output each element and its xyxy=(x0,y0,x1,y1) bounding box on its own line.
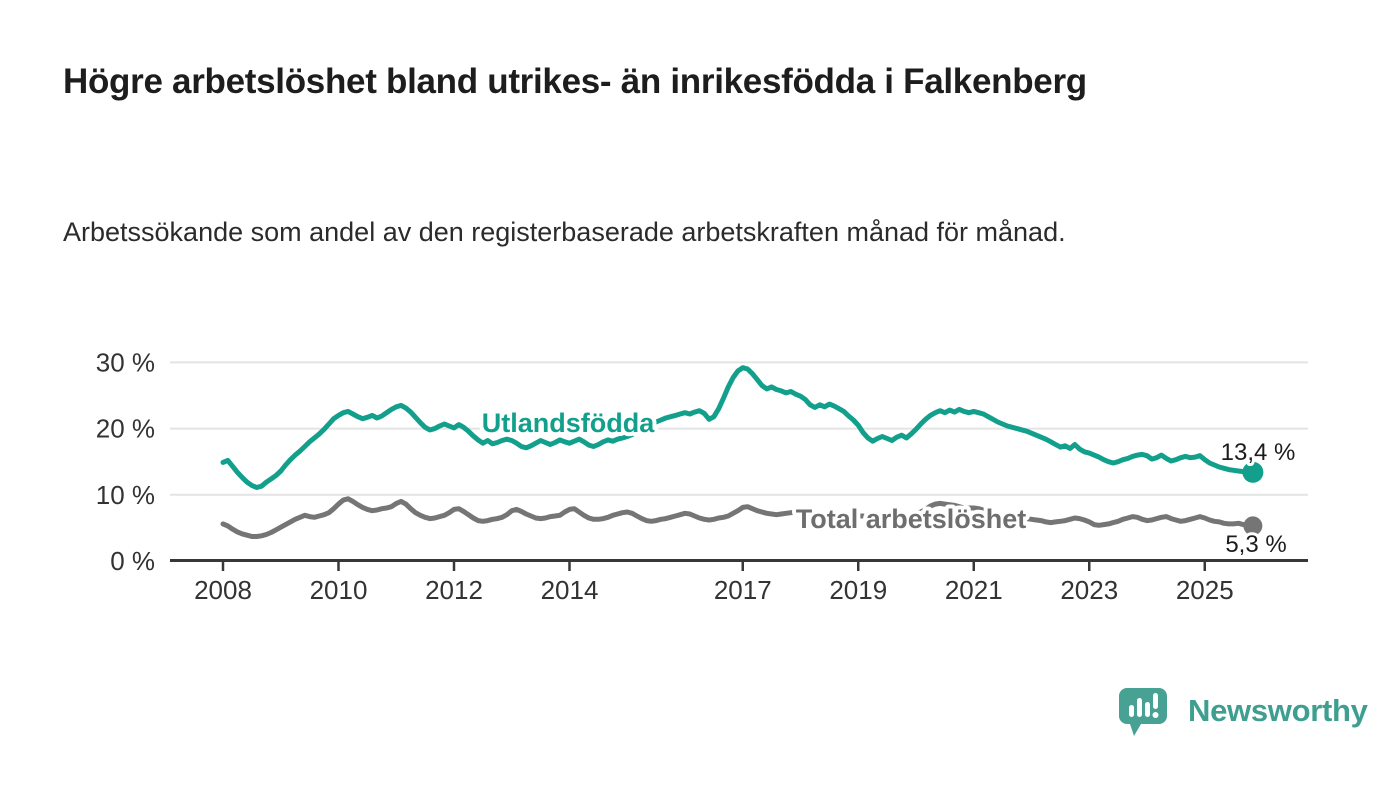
x-tick-label: 2023 xyxy=(1060,575,1118,605)
x-tick-label: 2008 xyxy=(194,575,252,605)
page-subtitle: Arbetssökande som andel av den registerb… xyxy=(63,217,1066,247)
newsworthy-logo: Newsworthy xyxy=(1116,684,1368,738)
bar-tall xyxy=(1137,698,1142,717)
series-line-total-arbetsloshet xyxy=(220,496,1256,539)
exclamation-bar xyxy=(1153,693,1158,709)
chart-axes: 0 % 10 % 20 % 30 % 2008 2010 2012 2014 2017 2019 2… xyxy=(96,347,1308,605)
x-tick-label: 2021 xyxy=(945,575,1003,605)
end-value-total-arbetsloshet: 5,3 % xyxy=(1225,531,1286,558)
series-end-dot-total-arbetsloshet xyxy=(1243,516,1263,536)
page-title: Högre arbetslöshet bland utrikes- än inr… xyxy=(63,62,1087,101)
x-tick-label: 2012 xyxy=(425,575,483,605)
newsworthy-speech-bubble-chart-icon xyxy=(1119,688,1167,736)
x-tick-label: 2019 xyxy=(829,575,887,605)
series-end-dot-utlandsfodda xyxy=(1242,461,1264,483)
newsworthy-logo-text: Newsworthy xyxy=(1188,693,1368,728)
x-tick-label: 2025 xyxy=(1176,575,1234,605)
y-tick-label: 10 % xyxy=(96,480,155,510)
series-label-utlandsfodda: Utlandsfödda xyxy=(482,408,655,438)
end-value-utlandsfodda: 13,4 % xyxy=(1221,439,1296,466)
exclamation-dot xyxy=(1152,712,1159,718)
series-line-utlandsfodda xyxy=(220,365,1256,490)
speech-bubble-shape xyxy=(1119,688,1167,736)
y-tick-label: 0 % xyxy=(110,546,155,576)
y-tick-label: 30 % xyxy=(96,347,155,377)
chart-series xyxy=(220,365,1264,539)
x-tick-label: 2010 xyxy=(310,575,368,605)
y-tick-label: 20 % xyxy=(96,414,155,444)
x-tick-label: 2014 xyxy=(541,575,599,605)
x-tick-label: 2017 xyxy=(714,575,772,605)
chart-overlay: Utlandsfödda Total arbetslöshet 13,4 % 5… xyxy=(478,404,1299,561)
chart-grid xyxy=(170,361,1308,496)
bar-short xyxy=(1129,705,1134,717)
bar-medium xyxy=(1145,702,1150,717)
series-label-total-arbetsloshet: Total arbetslöshet xyxy=(796,504,1027,534)
